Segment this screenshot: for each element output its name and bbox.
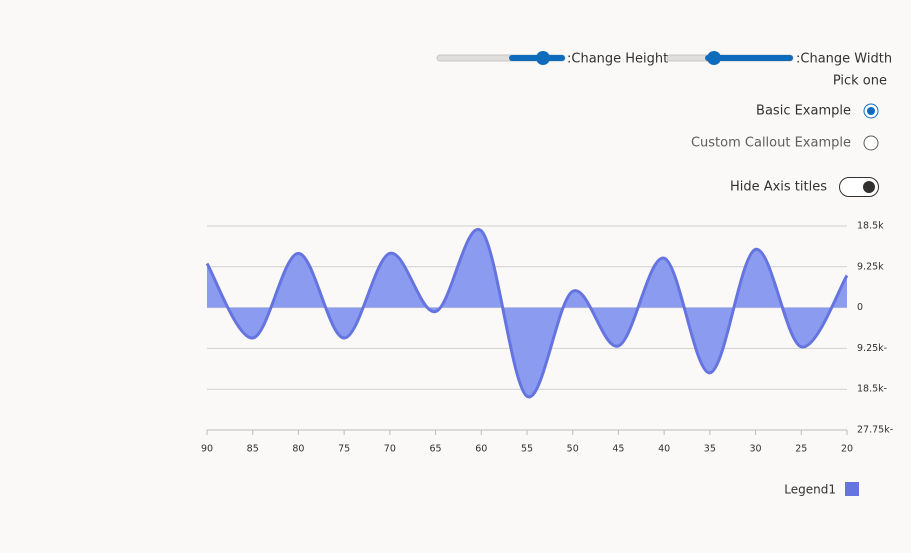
height-slider[interactable] (436, 51, 566, 65)
toggle-knob (863, 181, 875, 193)
x-tick-label: 80 (292, 444, 304, 455)
x-tick-label: 50 (567, 444, 579, 455)
y-tick-label: 9.25k (857, 261, 884, 272)
x-tick-label: 85 (247, 444, 259, 455)
radio-label[interactable]: Basic Example (756, 104, 851, 119)
slider-label: :Change Height (567, 52, 668, 67)
slider-fill (705, 55, 793, 61)
x-tick-label: 55 (521, 444, 533, 455)
radio-label[interactable]: Custom Callout Example (691, 136, 851, 151)
y-tick-label: 18.5k- (857, 384, 887, 395)
y-tick-label: 0 (857, 302, 863, 313)
x-tick-label: 70 (384, 444, 396, 455)
x-tick-label: 25 (795, 444, 807, 455)
x-tick-label: 40 (658, 444, 670, 455)
slider-thumb[interactable] (536, 51, 550, 65)
legend-label: Legend1 (784, 483, 836, 497)
y-tick-label: 9.25k- (857, 343, 887, 354)
slider-thumb[interactable] (707, 51, 721, 65)
x-tick-label: 90 (201, 444, 213, 455)
x-tick-label: 20 (841, 444, 853, 455)
x-tick-label: 60 (475, 444, 487, 455)
x-tick-label: 75 (338, 444, 350, 455)
x-tick-label: 35 (704, 444, 716, 455)
x-tick-label: 45 (612, 444, 624, 455)
group-label: Pick one (833, 74, 887, 89)
x-tick-label: 65 (430, 444, 442, 455)
radio-button[interactable] (863, 135, 879, 151)
legend-swatch (845, 482, 859, 496)
y-tick-label: 18.5k (857, 221, 884, 232)
line (205, 227, 849, 398)
radio-dot (867, 107, 875, 115)
width-slider[interactable] (666, 51, 794, 65)
x-tick-label: 30 (750, 444, 762, 455)
slider-label: :Change Width (796, 52, 892, 67)
toggle-label: Hide Axis titles (730, 180, 827, 195)
area (207, 229, 847, 397)
y-tick-label: 27.75k- (857, 425, 893, 436)
